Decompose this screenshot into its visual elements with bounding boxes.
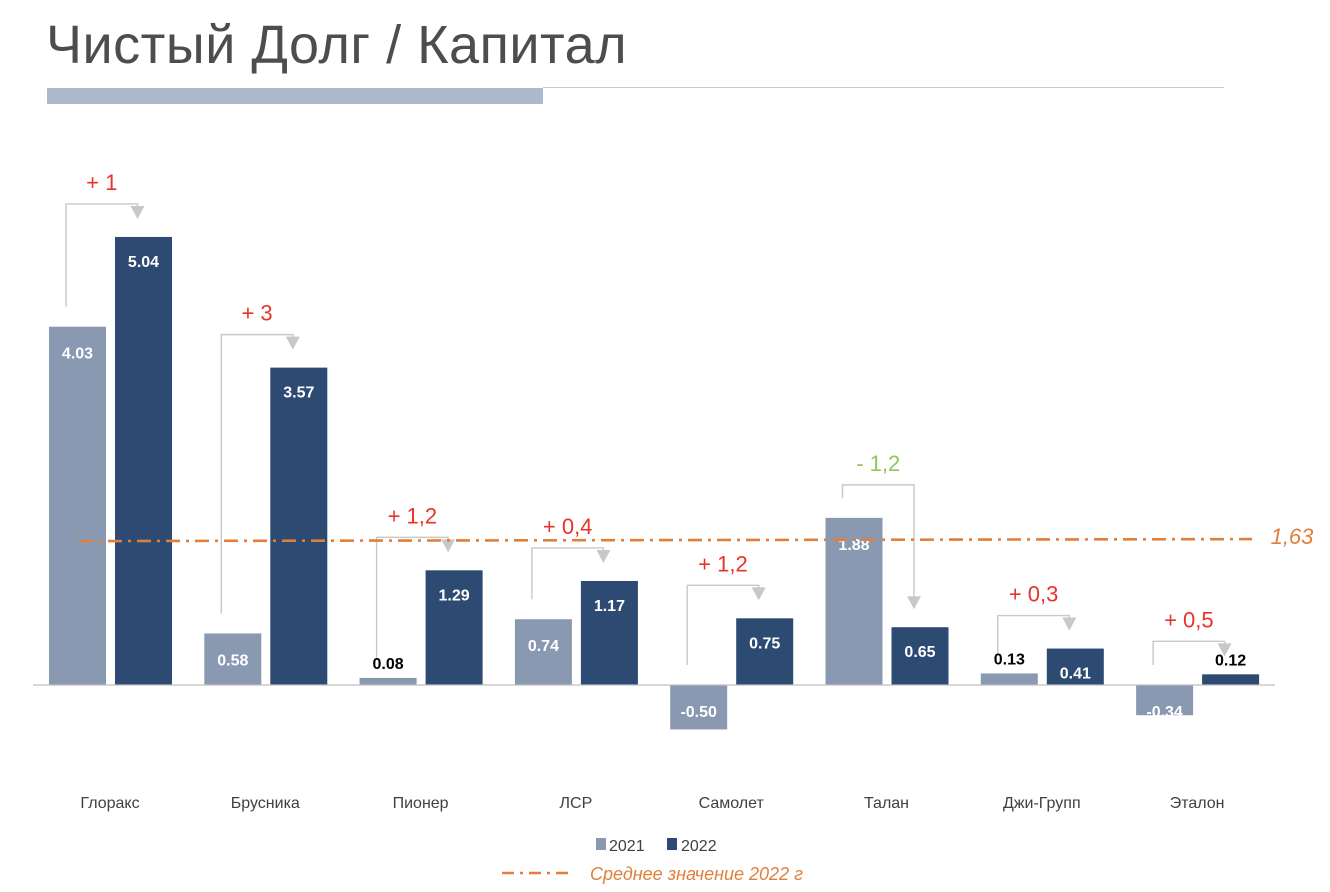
bar-2022	[270, 367, 328, 685]
category-label: Джи-Групп	[1003, 795, 1081, 812]
data-label-2022: 3.57	[283, 385, 314, 402]
change-arrow	[285, 336, 300, 350]
change-connector	[841, 484, 915, 598]
data-label-2021: 4.03	[62, 346, 93, 363]
change-arrow	[596, 549, 611, 563]
data-label-2021: 1.88	[838, 537, 869, 554]
change-arrow	[1062, 617, 1077, 631]
change-connector	[531, 547, 605, 600]
average-line	[78, 537, 1253, 543]
bar-2021	[670, 685, 728, 730]
data-label-2021: 0.58	[217, 652, 248, 669]
data-label-2022: 0.65	[904, 644, 935, 661]
data-label-2022: 1.17	[594, 598, 625, 615]
change-connector	[1152, 640, 1226, 665]
bar-2021	[1136, 685, 1194, 716]
data-label-2022: 0.75	[749, 635, 780, 652]
change-arrow	[751, 587, 766, 601]
bar-2022	[891, 627, 949, 685]
change-label: + 1,2	[388, 503, 438, 528]
bar-2022	[1202, 674, 1260, 685]
legend-label-2021: 2021	[609, 838, 645, 855]
category-label: Пионер	[393, 795, 449, 812]
bar-2021	[514, 619, 572, 685]
legend-label-2022: 2022	[681, 838, 717, 855]
page-title: Чистый Долг / Капитал	[46, 15, 628, 75]
data-label-2022: 5.04	[128, 254, 159, 271]
data-label-2021: -0.50	[680, 704, 717, 721]
change-label: + 1	[86, 170, 117, 195]
bar-2022	[736, 618, 794, 685]
bar-2021	[49, 326, 106, 685]
change-arrow	[1217, 643, 1232, 657]
change-label: - 1,2	[856, 451, 900, 476]
category-label: Талан	[864, 795, 909, 812]
legend-swatch-2021	[596, 838, 606, 850]
category-label: ЛСР	[560, 795, 593, 812]
data-label-2021: -0.34	[1146, 704, 1183, 721]
change-label: + 0,4	[543, 514, 593, 539]
data-label-2022: 1.29	[439, 587, 470, 604]
average-value-label: 1,63	[1271, 524, 1315, 549]
change-arrow	[441, 539, 456, 553]
bar-2022	[580, 580, 638, 685]
title-accent-bar	[47, 88, 543, 104]
category-label: Самолет	[699, 795, 765, 812]
change-connector	[375, 536, 449, 658]
data-label-2022: 0.12	[1215, 652, 1246, 669]
bar-2021	[980, 673, 1038, 685]
change-connector	[220, 333, 294, 614]
bar-2021	[825, 517, 883, 685]
change-connector	[997, 614, 1071, 654]
title-rule	[543, 87, 1224, 88]
legend-swatch-2022	[667, 838, 677, 850]
bar-2022	[115, 236, 172, 685]
change-arrow	[130, 205, 145, 219]
change-label: + 1,2	[698, 551, 748, 576]
data-label-2021: 0.13	[994, 651, 1025, 668]
change-label: + 3	[241, 301, 272, 326]
bar-2022	[1046, 648, 1104, 685]
bar-2022	[425, 570, 483, 685]
change-connector	[65, 203, 139, 307]
bar-2021	[359, 677, 417, 685]
legend-average-label: Среднее значение 2022 г	[590, 864, 803, 884]
change-label: + 0,5	[1164, 607, 1214, 632]
category-label: Брусника	[231, 795, 300, 812]
data-label-2021: 0.74	[528, 638, 559, 655]
bar-2021	[204, 633, 262, 685]
change-connector	[686, 584, 760, 665]
data-label-2022: 0.41	[1060, 666, 1091, 683]
data-label-2021: 0.08	[373, 656, 404, 673]
change-label: + 0,3	[1009, 582, 1059, 607]
category-label: Эталон	[1170, 795, 1225, 812]
change-arrow	[907, 596, 921, 610]
category-label: Глоракс	[80, 795, 139, 812]
